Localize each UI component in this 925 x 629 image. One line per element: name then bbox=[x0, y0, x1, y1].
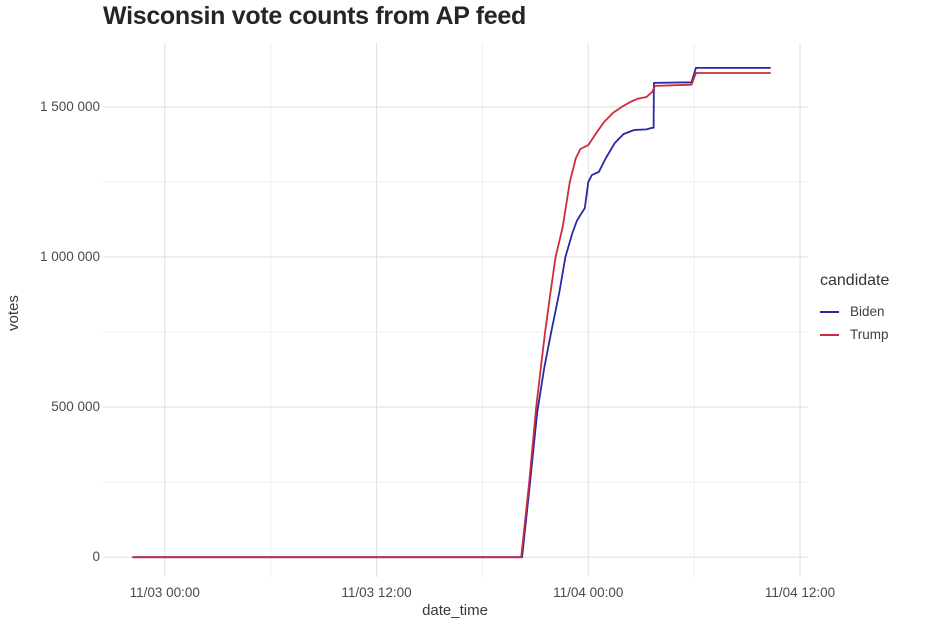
y-axis-title: votes bbox=[5, 295, 22, 331]
y-tick-label: 1 500 000 bbox=[39, 98, 100, 114]
legend-keyline-icon bbox=[820, 310, 839, 313]
legend-title: candidate bbox=[820, 272, 890, 289]
y-tick-label: 0 bbox=[92, 549, 100, 565]
chart-title: Wisconsin vote counts from AP feed bbox=[103, 2, 526, 30]
legend-keyline-icon bbox=[820, 333, 839, 336]
x-axis-title: date_time bbox=[422, 602, 488, 619]
x-tick-label: 11/04 00:00 bbox=[553, 585, 624, 600]
y-tick-label: 500 000 bbox=[51, 399, 100, 415]
y-tick-label: 1 000 000 bbox=[39, 249, 100, 265]
legend: candidate Biden Trump bbox=[820, 272, 889, 346]
legend-item-trump: Trump bbox=[820, 323, 889, 346]
x-tick-label: 11/03 12:00 bbox=[341, 585, 412, 600]
legend-items: Biden Trump bbox=[820, 300, 889, 346]
series-line-biden bbox=[132, 67, 771, 559]
series-line-trump bbox=[132, 72, 771, 559]
legend-label: Trump bbox=[850, 327, 889, 342]
x-tick-label: 11/04 12:00 bbox=[764, 585, 836, 600]
legend-item-biden: Biden bbox=[820, 300, 889, 323]
legend-label: Biden bbox=[850, 304, 885, 319]
x-tick-label: 11/03 00:00 bbox=[129, 585, 200, 600]
